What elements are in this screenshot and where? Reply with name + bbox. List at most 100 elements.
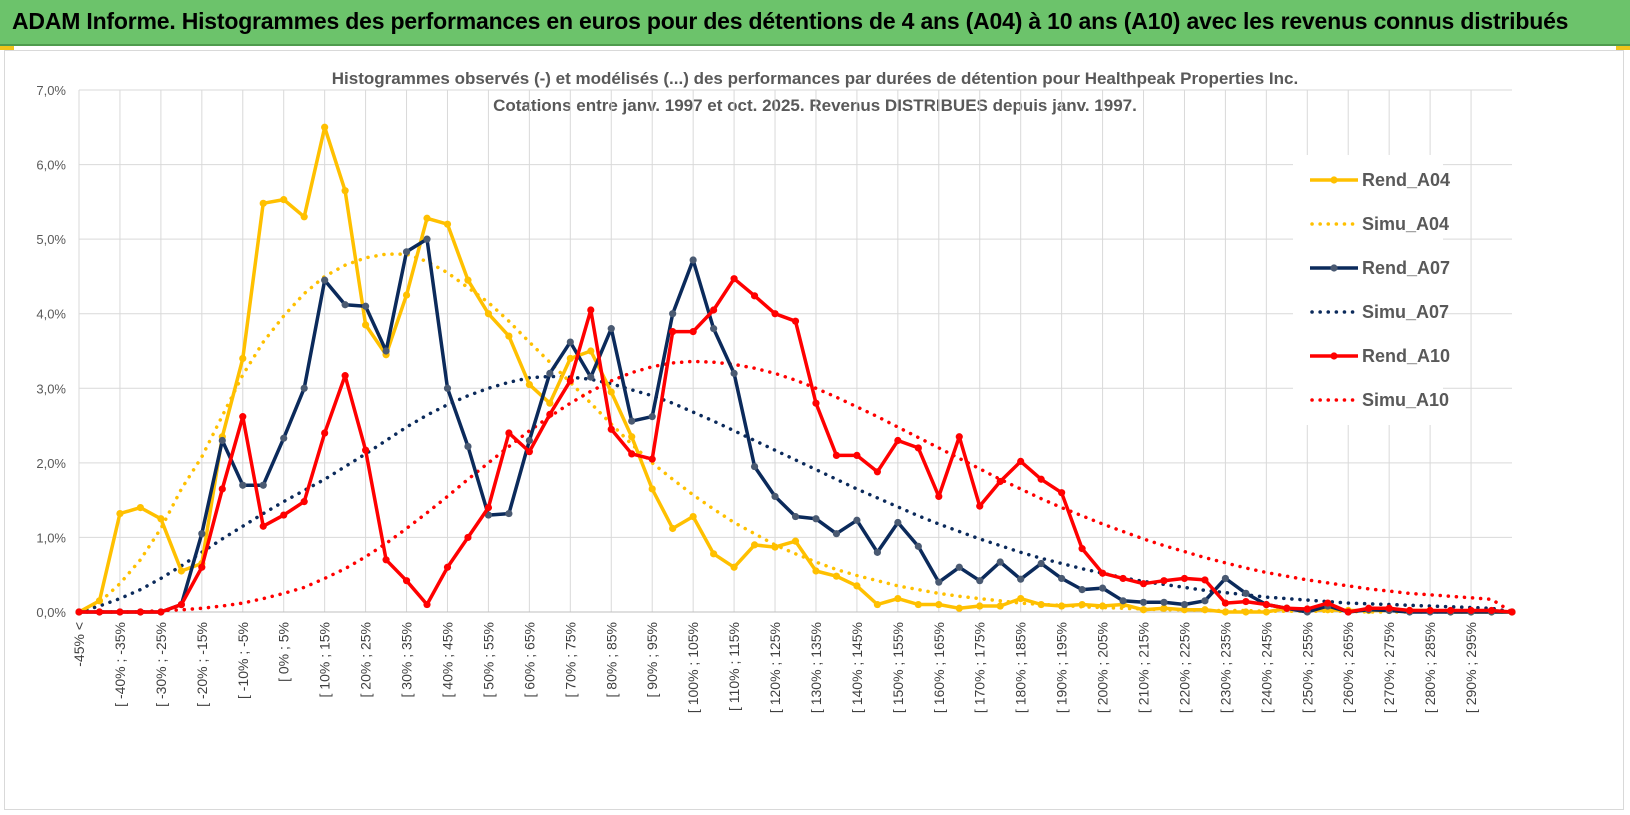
chart-frame (4, 50, 1624, 810)
x-tick-label: [ 30% ; 35% (399, 622, 415, 698)
data-point (935, 578, 943, 586)
data-point (669, 524, 677, 533)
x-tick-label: [ 220% ; 225% (1176, 622, 1192, 713)
data-point (136, 608, 145, 616)
data-point (402, 248, 411, 256)
data-point (1344, 608, 1352, 616)
data-point (750, 541, 759, 549)
data-point (648, 413, 656, 421)
data-point (996, 602, 1004, 610)
legend-label: Rend_A07 (1362, 258, 1450, 278)
data-point (1262, 608, 1270, 616)
data-point (1037, 559, 1045, 568)
x-tick-label: [ 40% ; 45% (439, 622, 455, 698)
data-point (669, 310, 677, 318)
y-tick-label: 1,0% (36, 530, 66, 545)
data-point (894, 594, 902, 603)
y-tick-label: 6,0% (36, 158, 66, 173)
data-point (402, 291, 411, 299)
legend-marker (1330, 264, 1338, 272)
data-point (607, 388, 615, 396)
data-point (280, 434, 288, 442)
data-point (873, 600, 881, 609)
data-point (484, 310, 493, 318)
data-point (955, 433, 963, 441)
x-tick-label: [ -20% ; -15% (194, 622, 210, 707)
data-point (894, 518, 902, 527)
data-point (259, 481, 267, 489)
x-tick-label: [ 140% ; 145% (849, 622, 865, 713)
data-point (1160, 598, 1168, 606)
data-point (914, 444, 922, 452)
corner-accent-left (0, 46, 14, 50)
data-point (853, 582, 861, 590)
data-point (750, 292, 759, 300)
data-point (525, 448, 533, 456)
x-tick-label: [ 70% ; 75% (562, 622, 578, 698)
data-point (873, 468, 881, 476)
data-point (1017, 575, 1025, 583)
data-point (402, 577, 411, 585)
data-point (1058, 574, 1066, 583)
x-tick-label: [ 150% ; 155% (890, 622, 906, 713)
x-tick-label: [ 20% ; 25% (358, 622, 374, 698)
data-point (321, 429, 329, 437)
data-point (1180, 606, 1189, 614)
data-point (382, 556, 390, 564)
x-tick-label: [ -40% ; -35% (112, 622, 128, 707)
data-point (730, 369, 738, 377)
report-banner: ADAM Informe. Histogrammes des performan… (0, 0, 1630, 46)
data-point (177, 567, 185, 575)
x-tick-label: [ 210% ; 215% (1136, 622, 1152, 713)
data-point (771, 543, 779, 551)
data-point (710, 306, 718, 314)
data-point (239, 413, 247, 421)
x-tick-label: [ 80% ; 85% (603, 622, 619, 698)
data-point (853, 516, 861, 524)
x-tick-label: [ 240% ; 245% (1258, 622, 1274, 713)
legend-label: Simu_A04 (1362, 214, 1449, 234)
data-point (628, 433, 636, 441)
data-point (566, 354, 574, 363)
data-point (1058, 602, 1066, 610)
data-point (362, 302, 370, 310)
data-point (239, 481, 247, 489)
y-tick-label: 0,0% (36, 605, 66, 620)
x-tick-label: [ 200% ; 205% (1095, 622, 1111, 713)
data-point (443, 220, 452, 228)
data-point (321, 276, 329, 284)
data-point (1242, 608, 1250, 616)
series-line (77, 374, 1514, 614)
data-point (791, 537, 800, 545)
data-point (1242, 589, 1250, 597)
data-point (1078, 600, 1086, 609)
data-point (587, 347, 595, 355)
x-tick-label: [ 90% ; 95% (644, 622, 660, 698)
legend-marker (1330, 352, 1338, 360)
data-point (1098, 602, 1107, 610)
data-point (730, 275, 738, 283)
data-point (341, 372, 349, 380)
data-point (587, 373, 595, 381)
series-simu-a10 (77, 359, 1514, 614)
data-point (259, 199, 267, 207)
legend-label: Rend_A04 (1362, 170, 1450, 190)
data-point (1078, 586, 1086, 594)
data-point (1119, 597, 1127, 605)
data-point (423, 235, 431, 243)
series-rend-a10 (75, 275, 1516, 616)
chart-title: Histogrammes observés (-) et modélisés (… (332, 69, 1298, 88)
report-title: ADAM Informe. Histogrammes des performan… (12, 8, 1569, 34)
data-point (505, 509, 513, 518)
legend-label: Simu_A10 (1362, 390, 1449, 410)
data-point (1098, 584, 1107, 592)
data-point (1385, 604, 1393, 612)
data-point (157, 608, 165, 616)
data-point (750, 462, 759, 471)
data-point (1201, 597, 1209, 605)
data-point (1180, 600, 1189, 609)
data-point (710, 550, 718, 558)
data-point (1283, 604, 1291, 612)
data-point (1201, 606, 1209, 614)
data-point (1221, 608, 1229, 616)
